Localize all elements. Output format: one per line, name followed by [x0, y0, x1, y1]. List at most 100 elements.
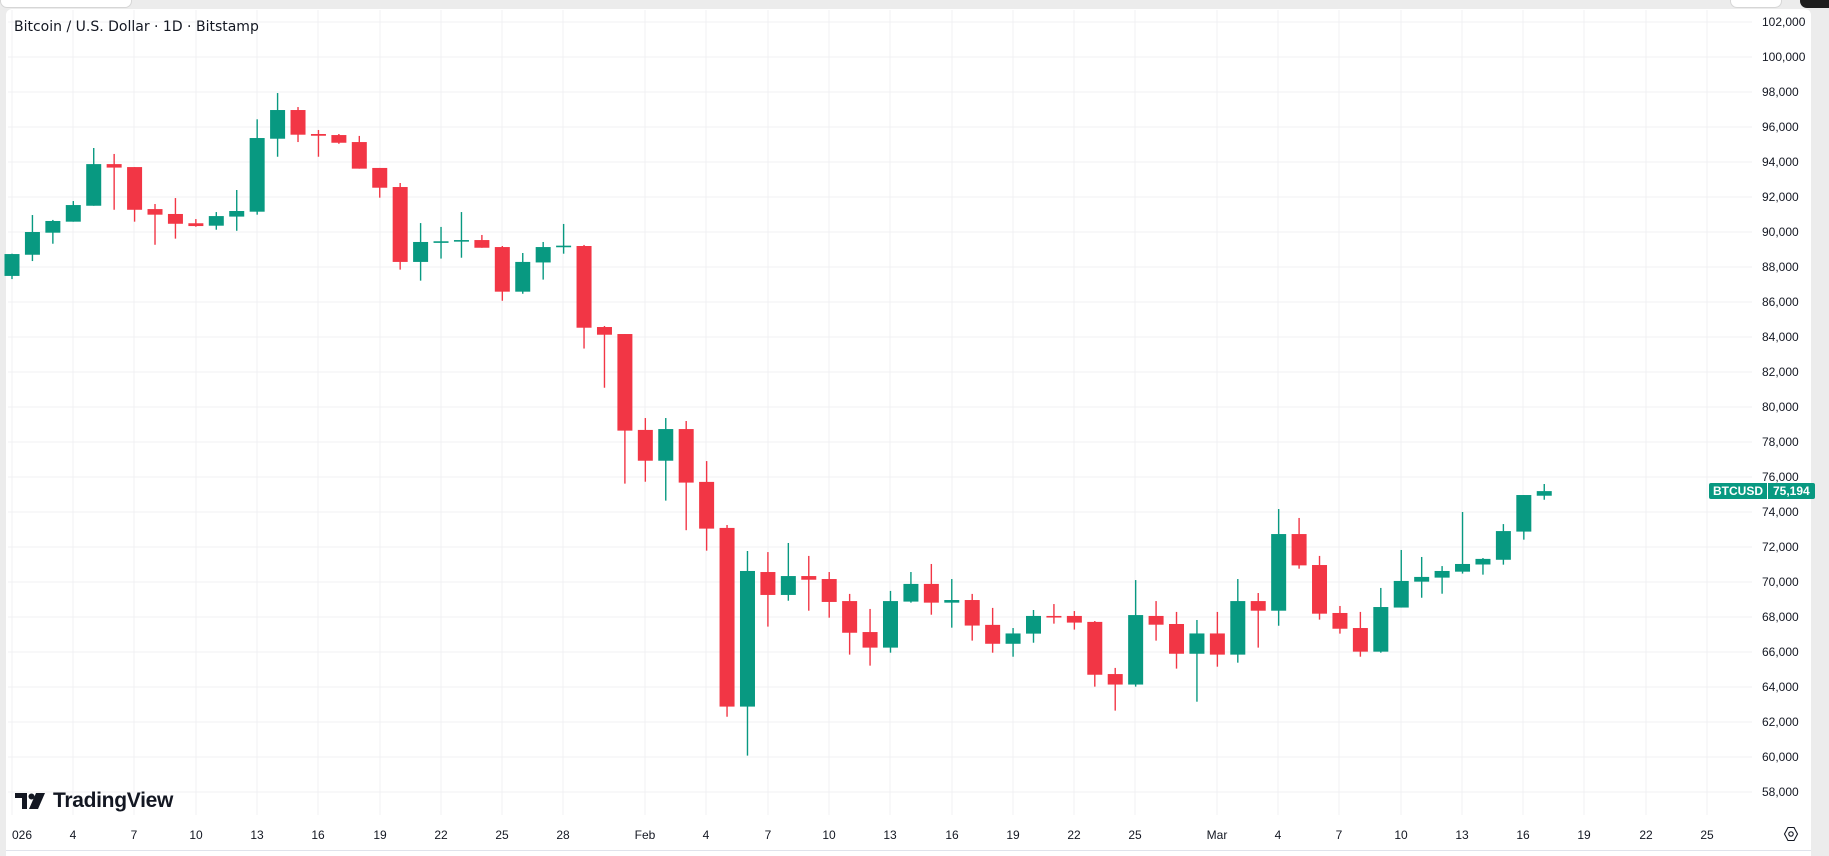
candle-body	[433, 241, 449, 243]
time-axis-label: 4	[702, 828, 710, 842]
time-axis-label: 7	[130, 828, 138, 842]
candle-body	[1209, 633, 1225, 655]
time-axis-label: 25	[1700, 828, 1714, 842]
price-axis-label: 96,000	[1762, 120, 1799, 134]
candle-body	[1455, 563, 1471, 572]
candle-body	[944, 600, 960, 603]
time-axis-label: 19	[1006, 828, 1020, 842]
grid-lines	[8, 10, 1752, 815]
time-axis-label: 4	[69, 828, 77, 842]
time-axis-label: 13	[250, 828, 264, 842]
time-axis-label: 13	[1455, 828, 1469, 842]
top-toolbar-dark-button[interactable]	[1800, 0, 1829, 8]
candle-body	[842, 601, 858, 633]
time-axis-label: 16	[1516, 828, 1530, 842]
time-axis-label: 19	[373, 828, 387, 842]
right-gutter	[1811, 9, 1829, 856]
candle-body	[515, 261, 531, 292]
candle-body	[453, 240, 469, 242]
price-axis-label: 100,000	[1762, 50, 1806, 64]
candle-body	[760, 572, 776, 595]
candle-body	[1332, 612, 1348, 629]
candle-body	[351, 142, 367, 169]
price-axis-label: 64,000	[1762, 680, 1799, 694]
candle-body	[1169, 624, 1185, 654]
candle-body	[801, 576, 817, 580]
settings-icon[interactable]	[1783, 826, 1799, 842]
candle-body	[1271, 534, 1287, 611]
price-axis-label: 98,000	[1762, 85, 1799, 99]
candle-body	[1312, 565, 1328, 614]
price-axis-label: 84,000	[1762, 330, 1799, 344]
axis-divider	[6, 850, 1811, 851]
candle-body	[310, 134, 326, 136]
candle-body	[882, 601, 898, 648]
price-axis-label: 70,000	[1762, 575, 1799, 589]
candle-body	[699, 481, 715, 529]
time-axis-label: 22	[434, 828, 448, 842]
tradingview-logo[interactable]: TradingView	[15, 789, 173, 813]
time-axis-label: 16	[311, 828, 325, 842]
candle-body	[127, 167, 143, 210]
candle-body	[1434, 570, 1450, 578]
price-axis-label: 74,000	[1762, 505, 1799, 519]
candle-body	[903, 583, 919, 602]
symbol-label: BTCUSD	[1709, 483, 1767, 499]
logo-text: TradingView	[53, 789, 174, 812]
candle-body	[1475, 558, 1491, 565]
time-axis-label: 13	[883, 828, 897, 842]
price-axis-label: 76,000	[1762, 470, 1799, 484]
price-axis-label: 94,000	[1762, 155, 1799, 169]
candle-body	[229, 211, 245, 217]
candle-body	[249, 138, 265, 212]
candle-body	[147, 209, 163, 215]
price-axis-label: 90,000	[1762, 225, 1799, 239]
time-axis-label: 026	[11, 828, 33, 842]
candle-body	[188, 223, 204, 227]
time-axis-label: 25	[1128, 828, 1142, 842]
candle-body	[372, 167, 388, 188]
time-axis-label: 7	[764, 828, 772, 842]
price-axis-label: 72,000	[1762, 540, 1799, 554]
candle-body	[4, 254, 20, 276]
candle-body	[1352, 628, 1368, 652]
candle-body	[1107, 674, 1123, 685]
price-axis-label: 102,000	[1762, 15, 1806, 29]
time-axis-label: 22	[1639, 828, 1653, 842]
candle-body	[1066, 615, 1082, 623]
candle-body	[535, 247, 551, 263]
candle-body	[1373, 607, 1389, 652]
tradingview-logo-icon	[15, 793, 45, 809]
price-axis-label: 78,000	[1762, 435, 1799, 449]
chart-title: Bitcoin / U.S. Dollar · 1D · Bitstamp	[14, 19, 259, 35]
candle-body	[1189, 633, 1205, 654]
candle-body	[1005, 633, 1021, 644]
price-axis-label: 60,000	[1762, 750, 1799, 764]
price-axis-label: 58,000	[1762, 785, 1799, 799]
candle-body	[678, 429, 694, 483]
candle-body	[413, 241, 429, 262]
time-axis-label: 19	[1577, 828, 1591, 842]
time-axis-label: 7	[1335, 828, 1343, 842]
candle-body	[270, 110, 286, 139]
candle-body	[392, 187, 408, 262]
candle-body	[862, 632, 878, 648]
chart-panel	[6, 9, 1811, 856]
candles	[4, 93, 1552, 756]
candle-body	[1516, 495, 1532, 532]
candle-body	[1393, 580, 1409, 608]
candle-body	[1087, 621, 1103, 675]
candle-body	[719, 527, 735, 707]
price-axis-label: 92,000	[1762, 190, 1799, 204]
candle-body	[739, 570, 755, 707]
candle-body	[617, 334, 633, 431]
candle-body	[1046, 615, 1062, 618]
candle-body	[1148, 615, 1164, 625]
time-axis-label: Feb	[634, 828, 656, 842]
price-axis-label: 80,000	[1762, 400, 1799, 414]
candle-body	[1495, 531, 1511, 560]
candle-body	[985, 624, 1001, 644]
candle-body	[290, 110, 306, 135]
candle-body	[208, 216, 224, 226]
